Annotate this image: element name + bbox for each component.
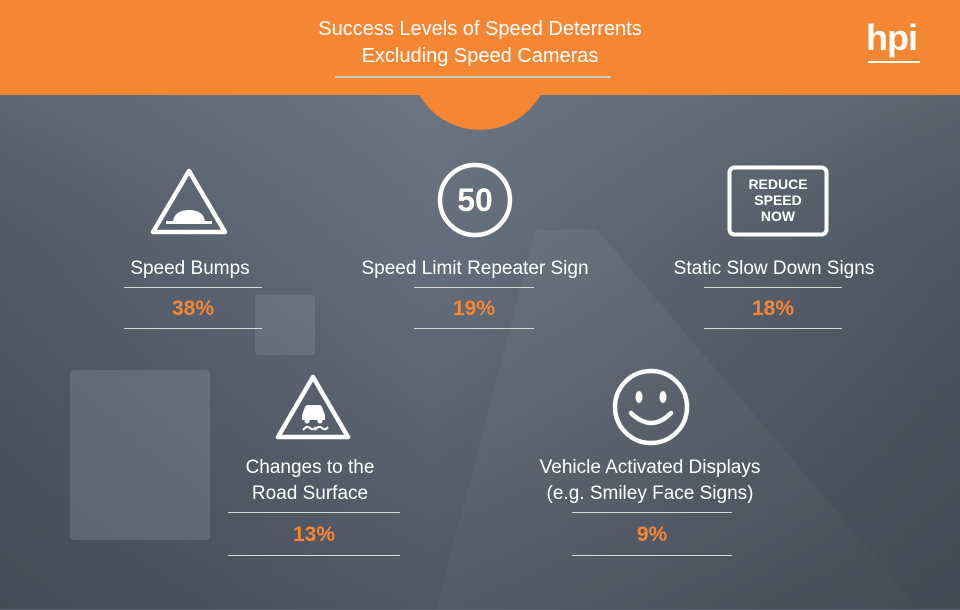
reduce-speed-now-sign-icon: REDUCE SPEED NOW <box>727 165 829 237</box>
item-rule-top <box>124 287 262 288</box>
item-label-vehicle-activated: Vehicle Activated Displays (e.g. Smiley … <box>490 455 810 507</box>
logo-underline <box>868 61 920 63</box>
speed-bump-warning-icon <box>150 168 228 235</box>
item-label-road-surface-line-2: Road Surface <box>251 483 369 504</box>
item-rule-bottom <box>124 328 262 329</box>
item-rule-top <box>704 287 842 288</box>
smiley-face-icon <box>612 368 690 446</box>
page-title: Success Levels of Speed Deterrents Exclu… <box>230 16 730 70</box>
item-label-static-slow-down: Static Slow Down Signs <box>673 258 875 279</box>
title-underline <box>335 76 611 78</box>
item-rule-bottom <box>414 328 534 329</box>
item-value-static-slow-down: 18% <box>751 297 795 320</box>
item-value-speed-limit-repeater: 19% <box>452 297 496 320</box>
title-line-1: Success Levels of Speed Deterrents <box>318 18 642 40</box>
item-rule-bottom <box>228 555 400 556</box>
speed-limit-number: 50 <box>457 182 493 218</box>
item-rule-bottom <box>572 555 732 556</box>
speed-limit-50-icon: 50 <box>437 162 513 238</box>
item-value-vehicle-activated: 9% <box>636 523 668 546</box>
hpi-logo: hpi <box>866 17 918 58</box>
item-rule-top <box>414 287 534 288</box>
reduce-sign-line-3: NOW <box>761 208 796 224</box>
item-value-road-surface: 13% <box>292 523 336 546</box>
item-rule-bottom <box>704 328 842 329</box>
item-rule-top <box>228 512 400 513</box>
item-label-speed-limit-repeater: Speed Limit Repeater Sign <box>361 258 589 279</box>
item-label-road-surface-line-1: Changes to the <box>245 457 375 478</box>
item-label-road-surface: Changes to the Road Surface <box>190 455 430 507</box>
item-label-vehicle-activated-line-2: (e.g. Smiley Face Signs) <box>546 483 754 504</box>
reduce-sign-line-1: REDUCE <box>748 176 807 192</box>
item-label-vehicle-activated-line-1: Vehicle Activated Displays <box>539 457 761 478</box>
reduce-sign-line-2: SPEED <box>754 192 801 208</box>
item-label-speed-bumps: Speed Bumps <box>130 258 250 279</box>
background-lorry-far <box>255 295 315 355</box>
title-line-2: Excluding Speed Cameras <box>361 45 599 67</box>
background-lorry <box>70 370 210 540</box>
item-rule-top <box>572 512 732 513</box>
item-value-speed-bumps: 38% <box>171 297 215 320</box>
slippery-road-warning-icon <box>275 374 351 440</box>
